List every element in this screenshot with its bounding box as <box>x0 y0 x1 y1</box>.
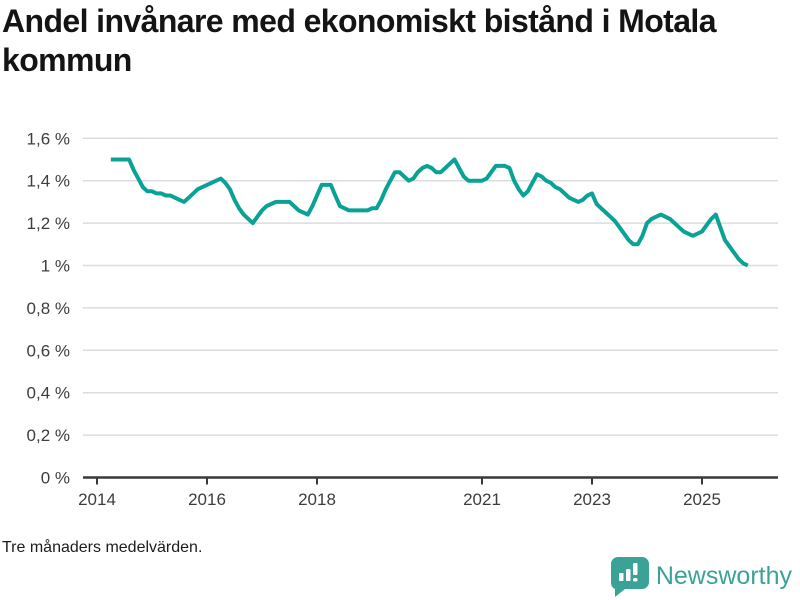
newsworthy-logo-text: Newsworthy <box>655 561 792 590</box>
x-tick-label: 2021 <box>463 490 501 509</box>
data-line <box>110 157 749 268</box>
newsworthy-logo[interactable]: Newsworthy <box>609 555 792 597</box>
x-tick-label: 2016 <box>188 490 226 509</box>
newsworthy-bars-icon <box>610 557 649 597</box>
y-tick-label: 1,6 % <box>27 129 70 148</box>
y-tick-label: 0,4 % <box>27 384 70 403</box>
y-tick-label: 1 % <box>41 257 70 276</box>
y-tick-label: 0,6 % <box>27 341 70 360</box>
y-tick-label: 0 % <box>41 469 70 488</box>
y-tick-label: 0,2 % <box>27 426 70 445</box>
x-tick-label: 2025 <box>683 490 721 509</box>
y-tick-label: 1,4 % <box>27 172 70 191</box>
chart-footnote: Tre månaders medelvärden. <box>2 539 203 556</box>
x-tick-label: 2023 <box>573 490 611 509</box>
chart-title: Andel invånare med ekonomiskt bistånd i … <box>2 3 717 79</box>
y-tick-label: 1,2 % <box>27 214 70 233</box>
x-tick-label: 2018 <box>298 490 336 509</box>
y-tick-label: 0,8 % <box>27 299 70 318</box>
x-tick-label: 2014 <box>78 490 116 509</box>
